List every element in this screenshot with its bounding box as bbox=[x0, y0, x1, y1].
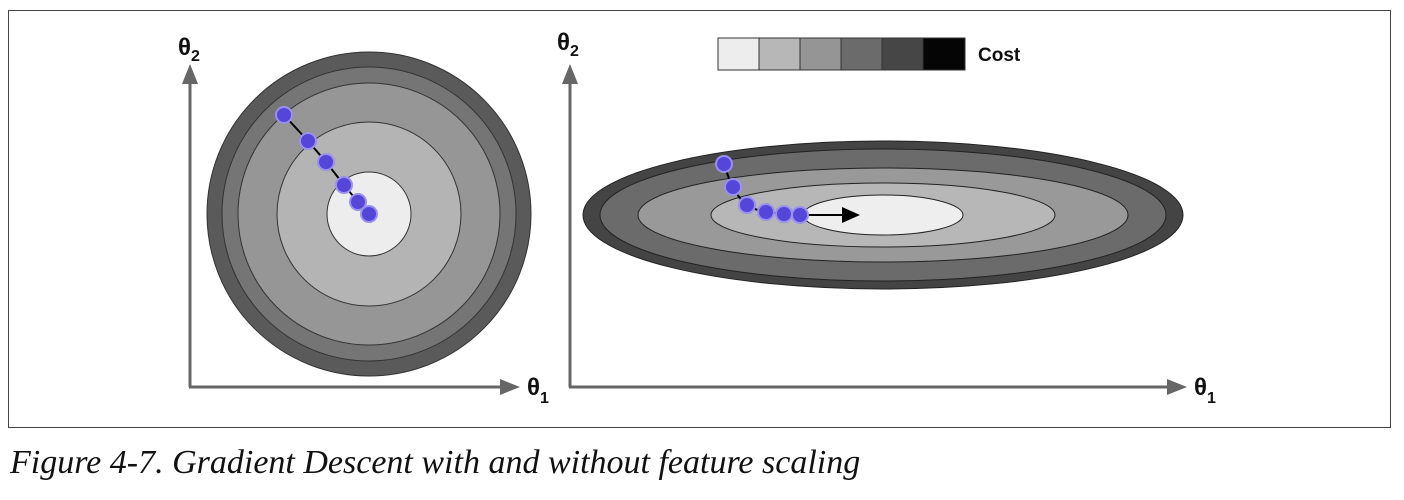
right-panel: θ2 θ1 bbox=[557, 29, 1216, 407]
right-y-axis-label: θ2 bbox=[557, 29, 579, 60]
left-step-point bbox=[275, 106, 293, 124]
legend-swatch bbox=[840, 37, 883, 71]
right-step-point bbox=[738, 196, 756, 214]
left-step-point bbox=[349, 193, 367, 211]
legend-swatch bbox=[922, 37, 966, 71]
right-descent-points bbox=[715, 155, 809, 224]
right-contours bbox=[582, 140, 1184, 290]
left-y-axis-label: θ2 bbox=[178, 34, 200, 65]
left-descent-points bbox=[275, 106, 378, 223]
figure-caption: Figure 4-7. Gradient Descent with and wi… bbox=[10, 444, 861, 481]
cost-legend: Cost bbox=[717, 37, 1021, 71]
right-step-point bbox=[775, 205, 793, 223]
right-x-axis-label: θ1 bbox=[1194, 374, 1216, 407]
legend-label: Cost bbox=[978, 45, 1021, 66]
left-step-point bbox=[299, 132, 317, 150]
right-step-point bbox=[715, 155, 733, 173]
left-y-axis-arrowhead bbox=[182, 64, 198, 84]
left-x-axis-arrowhead bbox=[500, 379, 520, 395]
right-x-axis-arrowhead bbox=[1167, 379, 1187, 395]
legend-swatch bbox=[799, 37, 842, 71]
left-step-point bbox=[360, 205, 378, 223]
right-step-point bbox=[791, 206, 809, 224]
legend-swatch bbox=[717, 37, 760, 71]
right-y-axis-arrowhead bbox=[562, 64, 578, 84]
legend-swatch bbox=[758, 37, 801, 71]
right-step-point bbox=[724, 178, 742, 196]
left-step-point bbox=[335, 176, 353, 194]
left-step-point bbox=[317, 153, 335, 171]
left-x-axis-label: θ1 bbox=[527, 374, 549, 407]
right-step-point bbox=[757, 203, 775, 221]
left-panel: θ2 θ1 bbox=[178, 34, 549, 407]
legend-swatch bbox=[881, 37, 924, 71]
